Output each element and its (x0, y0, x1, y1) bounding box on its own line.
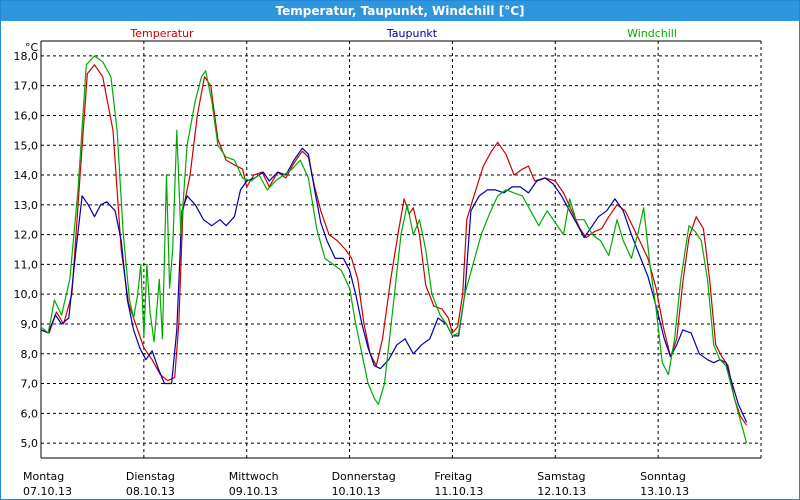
x-tick-day: Freitag (434, 470, 472, 483)
x-axis: Montag 07.10.13 Dienstag 08.10.13 Mittwoch 09… (23, 470, 689, 498)
y-axis: 18,0 17,0 16,0 15,0 14,0 13,0 12,0 11,0 10,0 9,0 8… (14, 41, 39, 450)
series-line-taupunkt (40, 147, 748, 423)
legend-taupunkt: Taupunkt (386, 27, 438, 40)
y-tick-label: 6,0 (21, 407, 39, 420)
x-tick-day: Sonntag (640, 470, 686, 483)
y-tick-label: 5,0 (21, 437, 39, 450)
y-tick-label: 8,0 (21, 348, 39, 361)
legend: Temperatur Taupunkt Windchill (129, 27, 677, 40)
plot-border (40, 40, 761, 459)
y-tick-label: 14,0 (14, 169, 39, 182)
x-tick-date: 10.10.13 (332, 485, 381, 498)
y-tick-label: 16,0 (14, 109, 39, 122)
chart-title: Temperatur, Taupunkt, Windchill [°C] (1, 1, 799, 21)
series-lines (40, 55, 748, 444)
y-tick-label: 17,0 (14, 80, 39, 93)
x-tick-date: 07.10.13 (23, 485, 72, 498)
x-tick-day: Mittwoch (229, 470, 279, 483)
x-tick-date: 13.10.13 (640, 485, 689, 498)
x-tick-day: Donnerstag (332, 470, 396, 483)
y-tick-label: 7,0 (21, 378, 39, 391)
x-tick-date: 11.10.13 (434, 485, 483, 498)
y-tick-label: 10,0 (14, 288, 39, 301)
y-tick-label: 9,0 (21, 318, 39, 331)
x-tick-date: 09.10.13 (229, 485, 278, 498)
y-tick-label: 18,0 (14, 50, 39, 63)
x-tick-date: 08.10.13 (126, 485, 175, 498)
series-line-windchill (40, 55, 748, 444)
x-tick-day: Montag (23, 470, 64, 483)
grid (41, 41, 762, 458)
x-tick-day: Samstag (537, 470, 585, 483)
x-tick-date: 12.10.13 (537, 485, 586, 498)
series-line-temperatur (40, 64, 748, 426)
y-axis-label: °C (25, 41, 39, 54)
y-tick-label: 12,0 (14, 229, 39, 242)
x-tick-day: Dienstag (126, 470, 175, 483)
y-tick-label: 11,0 (14, 258, 39, 271)
legend-windchill: Windchill (627, 27, 677, 40)
y-tick-label: 15,0 (14, 139, 39, 152)
legend-temperatur: Temperatur (129, 27, 194, 40)
y-tick-label: 13,0 (14, 199, 39, 212)
